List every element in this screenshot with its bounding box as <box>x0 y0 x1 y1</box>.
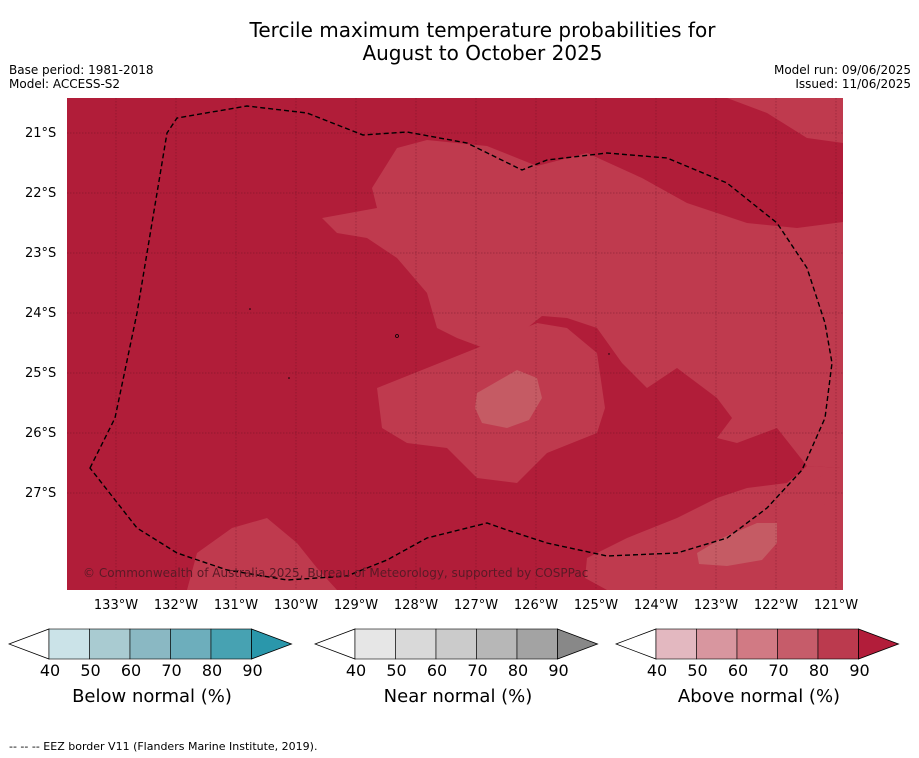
colorbar-segment <box>170 628 212 660</box>
colorbar-tick-label: 60 <box>727 661 749 680</box>
colorbar-segment <box>129 628 171 660</box>
base-period: Base period: 1981-2018 <box>9 63 154 77</box>
colorbar-segment <box>736 628 778 660</box>
region-mid-rightedge <box>807 466 843 508</box>
colorbar-tick-label: 60 <box>426 661 448 680</box>
lon-label: 127°W <box>453 598 499 613</box>
island-marker <box>395 334 399 338</box>
lon-label: 128°W <box>393 598 439 613</box>
island-marker <box>288 377 290 379</box>
colorbar-segment <box>89 628 131 660</box>
colorbar-segment <box>48 628 90 660</box>
copyright-notice: © Commonwealth of Australia 2025, Bureau… <box>83 566 589 580</box>
island-marker <box>608 353 610 355</box>
region-low-center <box>475 370 542 428</box>
probability-map <box>67 98 843 590</box>
lon-label: 124°W <box>633 598 679 613</box>
colorbar-tick-label: 90 <box>242 661 263 680</box>
map-title: Tercile maximum temperature probabilitie… <box>0 19 919 65</box>
colorbar-segment <box>435 628 477 660</box>
lon-label: 133°W <box>93 598 139 613</box>
colorbar-tick-label: 80 <box>201 661 223 680</box>
colorbar-tick-label: 80 <box>507 661 529 680</box>
colorbar-tick-label: 50 <box>80 661 101 680</box>
lat-label: 22°S <box>25 186 57 201</box>
region-mid-bottomright <box>585 466 843 590</box>
lon-label: 123°W <box>693 598 739 613</box>
model-name: Model: ACCESS-S2 <box>9 77 121 91</box>
meta-left: Base period: 1981-2018 Model: ACCESS-S2 <box>9 63 154 91</box>
lat-label: 27°S <box>25 486 57 501</box>
colorbar-tick-label: 40 <box>345 661 367 680</box>
colorbar-segment <box>476 628 518 660</box>
colorbar-tick-label: 90 <box>849 661 870 680</box>
colorbar-segment <box>777 628 819 660</box>
colorbar-segment <box>655 628 697 660</box>
lon-label: 126°W <box>513 598 559 613</box>
lon-label: 125°W <box>573 598 619 613</box>
eez-border <box>89 105 833 581</box>
model-run: Model run: 09/06/2025 <box>773 63 911 77</box>
lon-label: 121°W <box>813 598 859 613</box>
colorbar-tick-label: 70 <box>161 661 182 680</box>
colorbar-extend-low <box>8 628 50 660</box>
colorbar-segment <box>516 628 558 660</box>
region-low-southeast <box>697 523 777 566</box>
colorbar-segment <box>395 628 437 660</box>
lon-label: 122°W <box>753 598 799 613</box>
lat-label: 26°S <box>25 426 57 441</box>
lon-label: 129°W <box>333 598 379 613</box>
issued-date: Issued: 11/06/2025 <box>795 77 911 91</box>
region-mid-central <box>322 140 843 468</box>
meta-right: Model run: 09/06/2025 Issued: 11/06/2025 <box>774 63 911 91</box>
island-marker <box>249 308 251 310</box>
colorbar-tick-label: 40 <box>39 661 61 680</box>
colorbar-above-normal <box>615 628 900 660</box>
lat-label: 25°S <box>25 366 57 381</box>
colorbar-near-normal <box>314 628 599 660</box>
colorbar-segment <box>817 628 859 660</box>
map-title-line1: Tercile maximum temperature probabilitie… <box>249 18 716 42</box>
lat-label: 24°S <box>25 306 57 321</box>
colorbar-tick-label: 70 <box>768 661 789 680</box>
region-mid-topright <box>727 98 843 143</box>
colorbar-tick-label: 70 <box>467 661 488 680</box>
lat-label: 23°S <box>25 246 57 261</box>
eez-footnote: -- -- -- EEZ border V11 (Flanders Marine… <box>9 740 318 753</box>
region-mid-bottomleft <box>187 518 337 590</box>
colorbar-extend-high <box>557 628 599 660</box>
colorbar-tick-label: 50 <box>386 661 407 680</box>
lon-label: 130°W <box>273 598 319 613</box>
colorbar-title-above: Above normal (%) <box>677 686 841 707</box>
map-grid <box>67 98 843 590</box>
colorbar-extend-high <box>251 628 293 660</box>
map-svg <box>67 98 843 590</box>
colorbar-tick-label: 60 <box>120 661 142 680</box>
colorbar-segment <box>354 628 396 660</box>
colorbar-extend-low <box>314 628 356 660</box>
lat-label: 21°S <box>25 126 57 141</box>
colorbar-tick-label: 90 <box>548 661 569 680</box>
colorbar-segment <box>210 628 252 660</box>
colorbar-extend-high <box>858 628 900 660</box>
map-title-line2: August to October 2025 <box>362 41 603 65</box>
colorbar-tick-label: 40 <box>646 661 668 680</box>
colorbar-below-normal <box>8 628 293 660</box>
colorbar-tick-label: 80 <box>808 661 830 680</box>
colorbar-title-below: Below normal (%) <box>72 686 232 707</box>
lon-label: 131°W <box>213 598 259 613</box>
colorbar-segment <box>696 628 738 660</box>
colorbar-title-near: Near normal (%) <box>383 686 533 707</box>
lon-label: 132°W <box>153 598 199 613</box>
colorbar-tick-label: 50 <box>687 661 708 680</box>
colorbar-extend-low <box>615 628 657 660</box>
